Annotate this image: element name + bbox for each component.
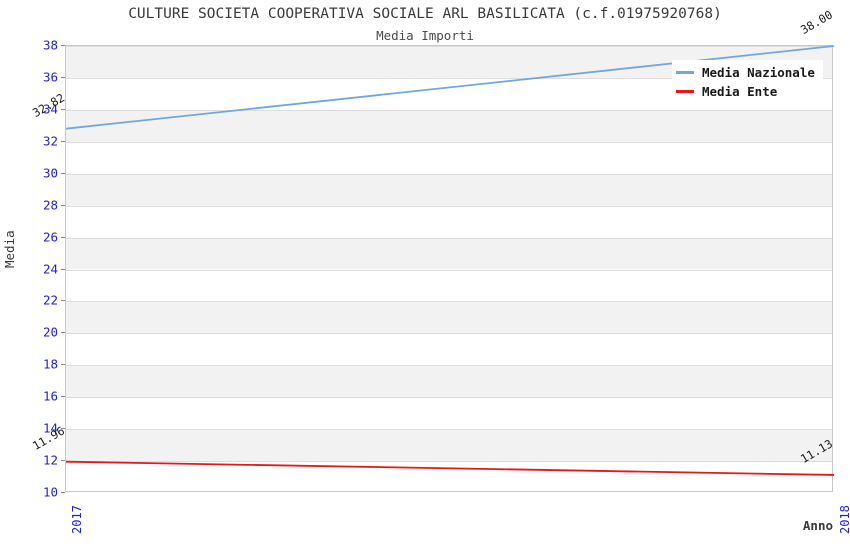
legend-swatch-ente xyxy=(676,90,694,93)
legend-label-nazionale: Media Nazionale xyxy=(702,65,815,80)
y-tick-label: 16 xyxy=(42,388,58,404)
y-tick-mark xyxy=(61,332,65,333)
gridline xyxy=(66,301,832,302)
y-tick-mark xyxy=(61,173,65,174)
y-tick-label: 38 xyxy=(42,37,58,53)
y-tick-label: 34 xyxy=(42,101,58,117)
plot-band xyxy=(66,365,832,398)
y-tick-label: 30 xyxy=(42,165,58,181)
x-axis-label: Anno xyxy=(802,518,833,533)
legend-item-nazionale[interactable]: Media Nazionale xyxy=(676,63,815,82)
gridline xyxy=(66,110,832,111)
gridline xyxy=(66,238,832,239)
y-tick-mark xyxy=(61,77,65,78)
gridline xyxy=(66,397,832,398)
y-tick-label: 36 xyxy=(42,69,58,85)
y-tick-label: 18 xyxy=(42,356,58,372)
y-tick-mark xyxy=(61,205,65,206)
y-tick-label: 28 xyxy=(42,197,58,213)
y-tick-label: 12 xyxy=(42,452,58,468)
gridline xyxy=(66,429,832,430)
gridline xyxy=(66,461,832,462)
y-tick-mark xyxy=(61,364,65,365)
gridline xyxy=(66,174,832,175)
gridline xyxy=(66,78,832,79)
y-tick-mark xyxy=(61,45,65,46)
y-tick-mark xyxy=(61,141,65,142)
y-tick-mark xyxy=(61,109,65,110)
gridline xyxy=(66,46,832,47)
y-tick-label: 10 xyxy=(42,484,58,500)
gridline xyxy=(66,333,832,334)
y-tick-mark xyxy=(61,300,65,301)
chart-legend: Media Nazionale Media Ente xyxy=(672,60,823,105)
gridline xyxy=(66,142,832,143)
legend-label-ente: Media Ente xyxy=(702,84,778,99)
y-tick-mark xyxy=(61,460,65,461)
legend-item-ente[interactable]: Media Ente xyxy=(676,82,815,101)
series-line-ente xyxy=(65,460,835,476)
chart-subtitle: Media Importi xyxy=(376,28,474,43)
y-tick-mark xyxy=(61,428,65,429)
y-tick-label: 14 xyxy=(42,420,58,436)
y-tick-mark xyxy=(61,396,65,397)
y-tick-mark xyxy=(61,237,65,238)
y-tick-label: 20 xyxy=(42,324,58,340)
series-lines xyxy=(65,45,835,476)
gridline xyxy=(66,206,832,207)
y-tick-label: 26 xyxy=(42,229,58,245)
x-tick-label: 2018 xyxy=(838,505,850,534)
gridline xyxy=(66,270,832,271)
plot-area xyxy=(65,45,835,492)
legend-swatch-nazionale xyxy=(676,71,694,74)
y-tick-mark xyxy=(61,492,65,493)
gridline xyxy=(66,365,832,366)
y-tick-label: 32 xyxy=(42,133,58,149)
y-tick-label: 24 xyxy=(42,261,58,276)
x-tick-label: 2017 xyxy=(70,505,84,534)
plot-band xyxy=(66,429,832,462)
plot-inner xyxy=(66,46,832,491)
plot-band xyxy=(66,173,832,206)
plot-band xyxy=(66,301,832,334)
plot-band xyxy=(66,237,832,270)
series-line-nazionale xyxy=(65,45,835,130)
y-tick-label: 22 xyxy=(42,292,58,308)
y-tick-mark xyxy=(61,269,65,270)
chart-title: CULTURE SOCIETA COOPERATIVA SOCIALE ARL … xyxy=(128,6,722,22)
